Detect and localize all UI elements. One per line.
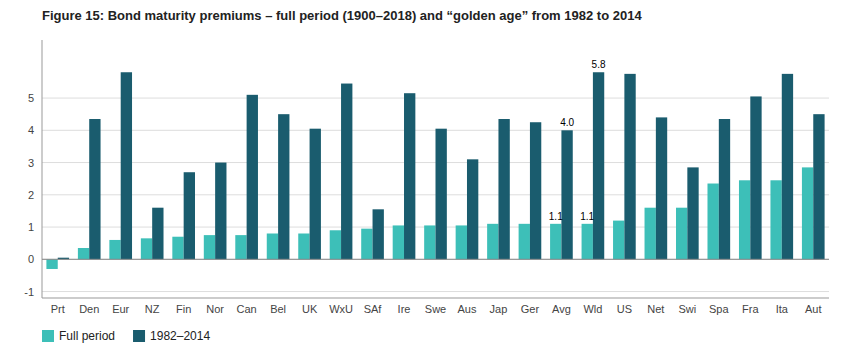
bar: [278, 114, 289, 259]
bar: [550, 224, 561, 259]
bar: [813, 114, 824, 259]
x-tick-label: US: [617, 303, 632, 315]
legend-swatch: [42, 330, 54, 342]
x-tick-label: Ire: [398, 303, 411, 315]
annotation: 1.1: [580, 211, 594, 222]
x-tick-label: Swe: [425, 303, 446, 315]
chart: Figure 15: Bond maturity premiums – full…: [0, 0, 841, 356]
annotation: 4.0: [560, 117, 574, 128]
bar: [802, 167, 813, 259]
bar: [330, 230, 341, 259]
bars: [46, 72, 824, 269]
x-tick-label: SAf: [364, 303, 383, 315]
legend: Full period 1982–2014: [42, 329, 210, 343]
title: Figure 15: Bond maturity premiums – full…: [42, 8, 642, 23]
y-tick-label: 1: [28, 221, 34, 233]
bar: [267, 234, 278, 260]
bar: [582, 224, 593, 259]
bar: [739, 180, 750, 259]
x-tick-label: Can: [237, 303, 257, 315]
bar: [782, 74, 793, 259]
bar: [561, 130, 572, 259]
bar: [298, 234, 309, 260]
bar: [707, 184, 718, 260]
bar: [656, 117, 667, 259]
bar: [687, 167, 698, 259]
x-tick-label: Nor: [206, 303, 224, 315]
bar: [404, 93, 415, 259]
grid-line: [42, 259, 829, 260]
bar: [341, 84, 352, 260]
x-tick-label: Aus: [457, 303, 476, 315]
y-tick-label: 2: [28, 189, 34, 201]
bar: [613, 221, 624, 260]
x-tick-label: NZ: [145, 303, 160, 315]
bar: [645, 208, 656, 260]
bar: [121, 72, 132, 259]
legend-label: 1982–2014: [150, 329, 210, 343]
x-tick-label: Aut: [805, 303, 822, 315]
bar: [750, 96, 761, 259]
x-tick-label: UK: [302, 303, 318, 315]
bar: [361, 229, 372, 260]
x-tick-label: Den: [79, 303, 99, 315]
grid-line: [42, 291, 829, 292]
x-tick-label: WxU: [329, 303, 353, 315]
x-tick-label: Swi: [678, 303, 696, 315]
bar: [46, 259, 57, 269]
x-tick-label: Eur: [112, 303, 129, 315]
x-axis-line: [42, 298, 829, 299]
bar: [530, 122, 541, 259]
annotation: 5.8: [592, 59, 606, 70]
y-tick-label: 5: [28, 92, 34, 104]
x-tick-label: Avg: [552, 303, 571, 315]
bar: [519, 224, 530, 259]
grid-line: [42, 98, 829, 99]
bar: [436, 129, 447, 260]
bar: [184, 172, 195, 259]
bar: [676, 208, 687, 260]
x-tick-label: Wld: [583, 303, 602, 315]
bar: [467, 159, 478, 259]
bar: [141, 238, 152, 259]
y-tick-label: 0: [28, 253, 34, 265]
bar: [89, 119, 100, 259]
x-tick-label: Prt: [51, 303, 65, 315]
bar: [487, 224, 498, 259]
x-tick-label: Ita: [776, 303, 789, 315]
x-tick-label: Ger: [521, 303, 540, 315]
x-tick-label: Jap: [490, 303, 508, 315]
annotation: 1.1: [549, 211, 563, 222]
y-tick-label: -1: [24, 286, 34, 298]
bar: [593, 72, 604, 259]
x-tick-label: Net: [647, 303, 664, 315]
grid: [42, 98, 829, 291]
bar: [247, 95, 258, 259]
bar: [78, 248, 89, 259]
bar: [109, 240, 120, 259]
x-tick-label: Spa: [709, 303, 729, 315]
bar: [235, 235, 246, 259]
bar: [204, 235, 215, 259]
x-tick-label: Bel: [270, 303, 286, 315]
x-tick-label: Fra: [742, 303, 759, 315]
bar: [719, 119, 730, 259]
zero-line: [42, 259, 829, 260]
bar: [424, 225, 435, 259]
y-tick-label: 3: [28, 157, 34, 169]
bar: [172, 237, 183, 260]
x-tick-label: Fin: [176, 303, 191, 315]
bar: [373, 209, 384, 259]
bar: [393, 225, 404, 259]
bar: [770, 180, 781, 259]
bar: [215, 163, 226, 260]
legend-label: Full period: [59, 329, 115, 343]
bar: [498, 119, 509, 259]
legend-swatch: [133, 330, 145, 342]
bar: [456, 225, 467, 259]
bar: [624, 74, 635, 259]
bar: [152, 208, 163, 260]
bar: [310, 129, 321, 260]
y-tick-label: 4: [28, 124, 34, 136]
